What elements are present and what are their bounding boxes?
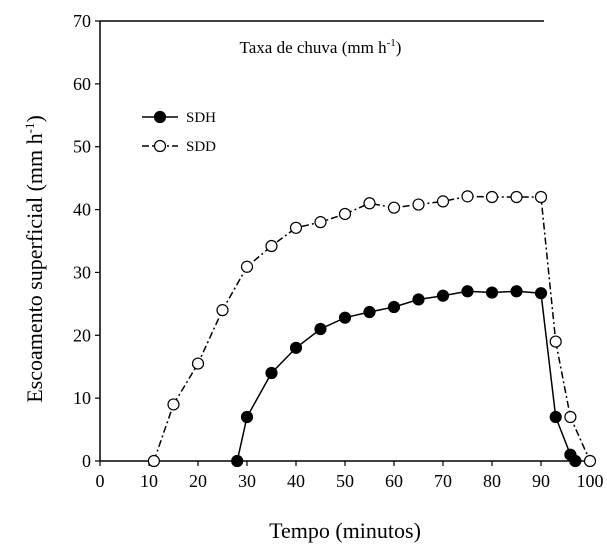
x-tick-label: 60 — [385, 471, 403, 491]
legend-label-sdh: SDH — [186, 110, 216, 126]
series-sdh-point — [231, 454, 244, 468]
y-tick-label: 30 — [73, 262, 91, 282]
legend: SDH SDD — [142, 110, 216, 155]
x-tick-label: 80 — [483, 471, 501, 491]
series-sdh-point — [363, 305, 376, 319]
series-sdh-point — [338, 311, 352, 324]
series-sdd-point — [534, 190, 548, 204]
y-tick-label: 60 — [73, 74, 91, 94]
legend-item-sdh: SDH — [142, 110, 216, 126]
legend-marker-sdd — [153, 139, 167, 153]
series-sdd-point — [147, 454, 160, 468]
series-sdd-point — [314, 216, 327, 229]
x-tick-label: 90 — [532, 471, 550, 491]
series-sdd-point — [167, 398, 180, 411]
series-sdh-point — [485, 286, 499, 299]
rainfall-rate-label: Taxa de chuva (mm h-1) — [240, 37, 402, 57]
series-sdh-point — [436, 289, 450, 302]
series-sdd-point — [412, 198, 425, 211]
series-sdh — [231, 285, 582, 468]
series-sdd-point — [485, 190, 499, 204]
series-sdd-point — [564, 410, 577, 424]
series-sdd-point — [191, 357, 205, 370]
x-tick-label: 40 — [287, 471, 305, 491]
y-tick-label: 50 — [73, 137, 91, 157]
series-sdd-point — [240, 260, 254, 273]
series-sdh-point — [289, 341, 303, 354]
series-sdd-point — [265, 239, 278, 253]
y-tick-label: 40 — [73, 200, 91, 220]
series-sdh-point — [510, 285, 523, 298]
series-sdh-point — [549, 410, 562, 424]
series-sdd-point — [583, 454, 597, 468]
series-sdd-point — [289, 221, 303, 234]
series-sdh-point — [265, 366, 278, 380]
y-tick-label: 10 — [73, 388, 91, 408]
series-sdh-point — [534, 287, 548, 300]
series-sdd-point — [549, 335, 562, 348]
series-sdd-point — [387, 201, 401, 214]
series-sdh-point — [412, 293, 425, 306]
x-tick-label: 100 — [577, 471, 604, 491]
x-tick-label: 30 — [238, 471, 256, 491]
y-axis-title: Escoamento superficial (mm h-1) — [22, 115, 47, 403]
series-sdd-line — [153, 195, 591, 462]
x-tick-label: 0 — [96, 471, 105, 491]
series-sdh-point — [569, 454, 582, 468]
series-sdd-point — [216, 304, 229, 317]
series-sdh-point — [461, 285, 474, 298]
series-layer — [147, 190, 597, 468]
series-sdd-point — [436, 195, 450, 208]
axes: 0 10 20 30 40 50 60 70 0 10 20 30 40 50 60 70 80 90 100 Tem… — [22, 11, 604, 543]
x-axis-title: Tempo (minutos) — [269, 518, 421, 543]
series-sdd-point — [510, 190, 523, 204]
series-sdd-point — [338, 207, 352, 221]
series-sdd — [147, 190, 597, 468]
rainfall-rate-annotation: Taxa de chuva (mm h-1) — [100, 20, 544, 57]
x-tick-label: 50 — [336, 471, 354, 491]
series-sdh-point — [314, 322, 327, 336]
y-tick-label: 70 — [73, 11, 91, 31]
legend-item-sdd: SDD — [142, 139, 216, 155]
y-tick-label: 0 — [82, 451, 91, 471]
y-tick-label: 20 — [73, 325, 91, 345]
x-tick-label: 20 — [189, 471, 207, 491]
x-tick-label: 10 — [140, 471, 158, 491]
series-sdd-point — [363, 197, 376, 210]
legend-label-sdd: SDD — [186, 139, 216, 155]
series-sdh-line — [236, 290, 576, 462]
x-tick-label: 70 — [434, 471, 452, 491]
series-sdh-point — [387, 300, 401, 314]
series-sdd-point — [461, 190, 474, 203]
series-sdh-point — [240, 410, 254, 424]
legend-marker-sdh — [153, 110, 167, 124]
